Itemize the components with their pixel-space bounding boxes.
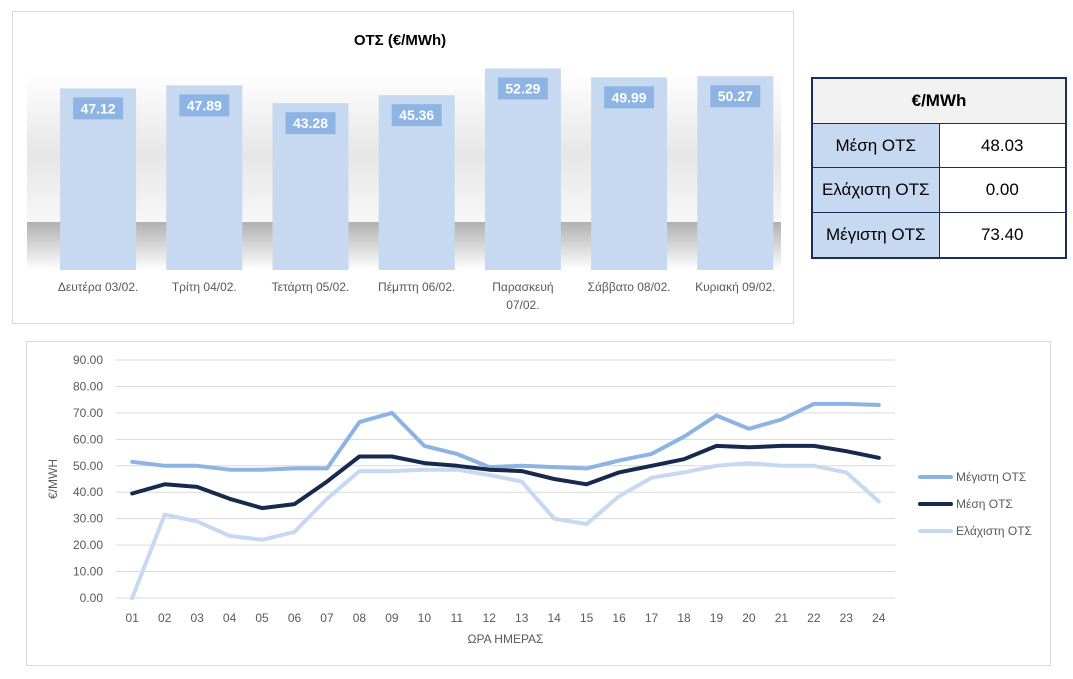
stats-table-row: Ελάχιστη ΟΤΣ 0.00 [811, 167, 1067, 213]
category-label: Πέμπτη 06/02. [378, 280, 455, 294]
x-tick-label: 18 [677, 611, 691, 625]
x-tick-label: 03 [190, 611, 204, 625]
stats-value-mean: 48.03 [938, 122, 1067, 169]
stats-value-max: 73.40 [938, 211, 1067, 259]
y-tick-label: 80.00 [73, 379, 103, 393]
y-tick-label: 10.00 [73, 565, 103, 579]
title-background [331, 22, 469, 58]
x-tick-label: 13 [515, 611, 529, 625]
category-label: 07/02. [506, 298, 539, 312]
x-tick-label: 06 [288, 611, 302, 625]
x-tick-label: 01 [126, 611, 140, 625]
x-tick-label: 02 [158, 611, 172, 625]
series-line [130, 443, 881, 511]
daily-bar-chart: 47.12 Δευτέρα 03/02. 47.89 Τρίτη 04/02. 43.2… [27, 22, 781, 312]
y-tick-label: 90.00 [73, 353, 103, 367]
category-label: Τετάρτη 05/02. [272, 280, 350, 294]
data-label-background [179, 94, 230, 117]
stats-value-min: 0.00 [938, 167, 1067, 213]
stats-table: €/MWh Μέση ΟΤΣ 48.03 Ελάχιστη ΟΤΣ 0.00 Μ… [811, 77, 1067, 259]
x-axis-label: ΩΡΑ ΗΜΕΡΑΣ [468, 632, 544, 646]
data-label-background [285, 112, 336, 135]
category-label: Παρασκευή [492, 280, 553, 294]
y-tick-label: 70.00 [73, 406, 103, 420]
y-tick-label: 30.00 [73, 512, 103, 526]
x-tick-label: 24 [872, 611, 886, 625]
x-tick-label: 20 [742, 611, 756, 625]
x-tick-label: 12 [483, 611, 497, 625]
data-label: 45.36 [399, 107, 434, 123]
legend-label: Μέγιστη ΟΤΣ [956, 470, 1026, 484]
data-label: 52.29 [505, 80, 540, 96]
x-tick-label: 09 [385, 611, 399, 625]
x-tick-label: 21 [775, 611, 789, 625]
legend-label: Μέση ΟΤΣ [956, 497, 1013, 511]
y-axis-label: €/MWH [46, 459, 60, 499]
y-tick-label: 60.00 [73, 432, 103, 446]
bar [484, 68, 561, 270]
x-tick-label: 23 [840, 611, 854, 625]
stats-table-row: Μέγιστη ΟΤΣ 73.40 [811, 211, 1067, 259]
category-label: Τρίτη 04/02. [172, 280, 237, 294]
x-tick-label: 05 [255, 611, 269, 625]
data-label-background [391, 104, 442, 127]
data-label: 49.99 [612, 89, 647, 105]
stats-label-min: Ελάχιστη ΟΤΣ [811, 167, 940, 213]
x-tick-label: 17 [645, 611, 659, 625]
bar [697, 76, 774, 271]
data-label-background [710, 85, 761, 108]
y-tick-label: 0.00 [80, 591, 104, 605]
stats-table-header: €/MWh [811, 77, 1067, 124]
series-line [130, 461, 881, 600]
daily-bar-chart-panel: 47.12 Δευτέρα 03/02. 47.89 Τρίτη 04/02. 43.2… [12, 11, 794, 324]
chart-title: ΟΤΣ (€/MWh) [354, 32, 446, 49]
bar [591, 77, 668, 270]
x-tick-label: 14 [548, 611, 562, 625]
x-tick-label: 08 [353, 611, 367, 625]
data-label: 50.27 [718, 88, 753, 104]
x-tick-label: 11 [451, 611, 464, 625]
hourly-line-chart: 0.00 10.00 20.00 30.00 40.00 50.00 60.00 70.00 8… [46, 353, 1032, 646]
x-tick-label: 10 [418, 611, 432, 625]
hourly-line-chart-panel: 0.00 10.00 20.00 30.00 40.00 50.00 60.00 70.00 8… [26, 341, 1051, 666]
data-label: 47.12 [81, 100, 116, 116]
stats-label-mean: Μέση ΟΤΣ [811, 122, 940, 169]
x-tick-label: 22 [807, 611, 821, 625]
category-label: Κυριακή 09/02. [695, 280, 775, 294]
stats-table-header-row: €/MWh [811, 77, 1067, 124]
data-label: 43.28 [293, 115, 328, 131]
y-tick-label: 20.00 [73, 538, 103, 552]
x-tick-label: 16 [612, 611, 626, 625]
x-tick-label: 07 [320, 611, 334, 625]
y-tick-label: 50.00 [73, 459, 103, 473]
data-label: 47.89 [187, 97, 222, 113]
x-tick-label: 19 [710, 611, 724, 625]
data-label-background [73, 97, 124, 120]
category-label: Σάββατο 08/02. [588, 280, 671, 294]
data-label-background [497, 77, 548, 100]
legend-label: Ελάχιστη ΟΤΣ [956, 524, 1032, 538]
x-tick-label: 15 [580, 611, 594, 625]
data-label-background [604, 86, 655, 109]
stats-label-max: Μέγιστη ΟΤΣ [811, 211, 940, 259]
stats-table-row: Μέση ΟΤΣ 48.03 [811, 122, 1067, 169]
x-tick-label: 04 [223, 611, 237, 625]
y-tick-label: 40.00 [73, 485, 103, 499]
category-label: Δευτέρα 03/02. [58, 280, 138, 294]
series-line [130, 401, 881, 472]
